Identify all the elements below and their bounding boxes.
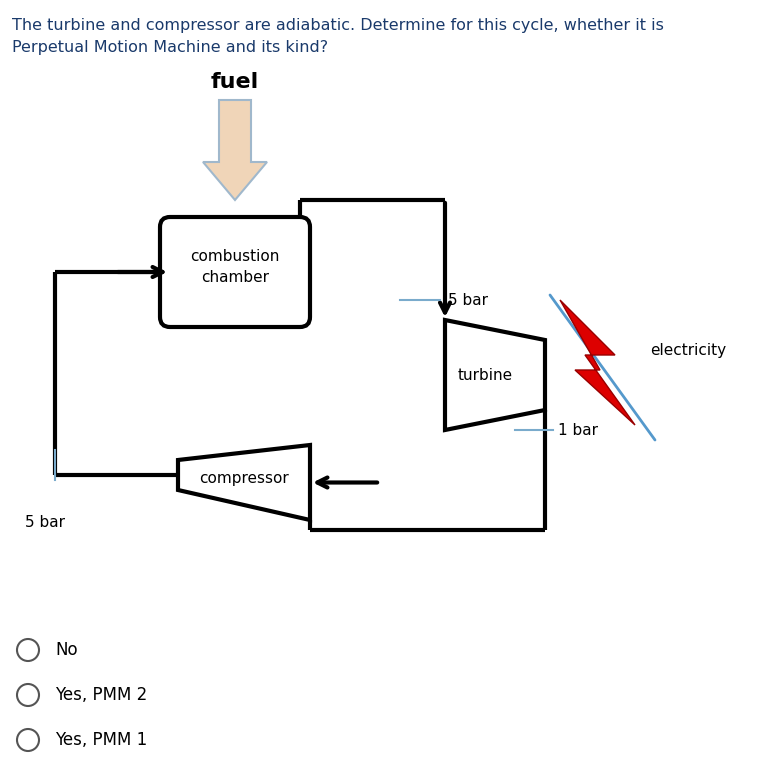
Text: 5 bar: 5 bar (25, 515, 65, 530)
Text: electricity: electricity (650, 342, 726, 358)
Text: turbine: turbine (458, 367, 513, 383)
Text: Yes, PMM 2: Yes, PMM 2 (55, 686, 147, 704)
Polygon shape (178, 445, 310, 520)
Text: No: No (55, 641, 78, 659)
Text: Yes, PMM 1: Yes, PMM 1 (55, 731, 147, 749)
Polygon shape (560, 300, 635, 425)
Text: Perpetual Motion Machine and its kind?: Perpetual Motion Machine and its kind? (12, 40, 328, 55)
Polygon shape (445, 320, 545, 430)
Text: combustion
chamber: combustion chamber (190, 249, 280, 285)
FancyBboxPatch shape (160, 217, 310, 327)
Text: The turbine and compressor are adiabatic. Determine for this cycle, whether it i: The turbine and compressor are adiabatic… (12, 18, 664, 33)
Text: compressor: compressor (199, 471, 289, 486)
Text: 1 bar: 1 bar (558, 422, 598, 437)
Text: 5 bar: 5 bar (448, 293, 488, 307)
Polygon shape (203, 100, 267, 200)
Text: fuel: fuel (211, 72, 259, 92)
